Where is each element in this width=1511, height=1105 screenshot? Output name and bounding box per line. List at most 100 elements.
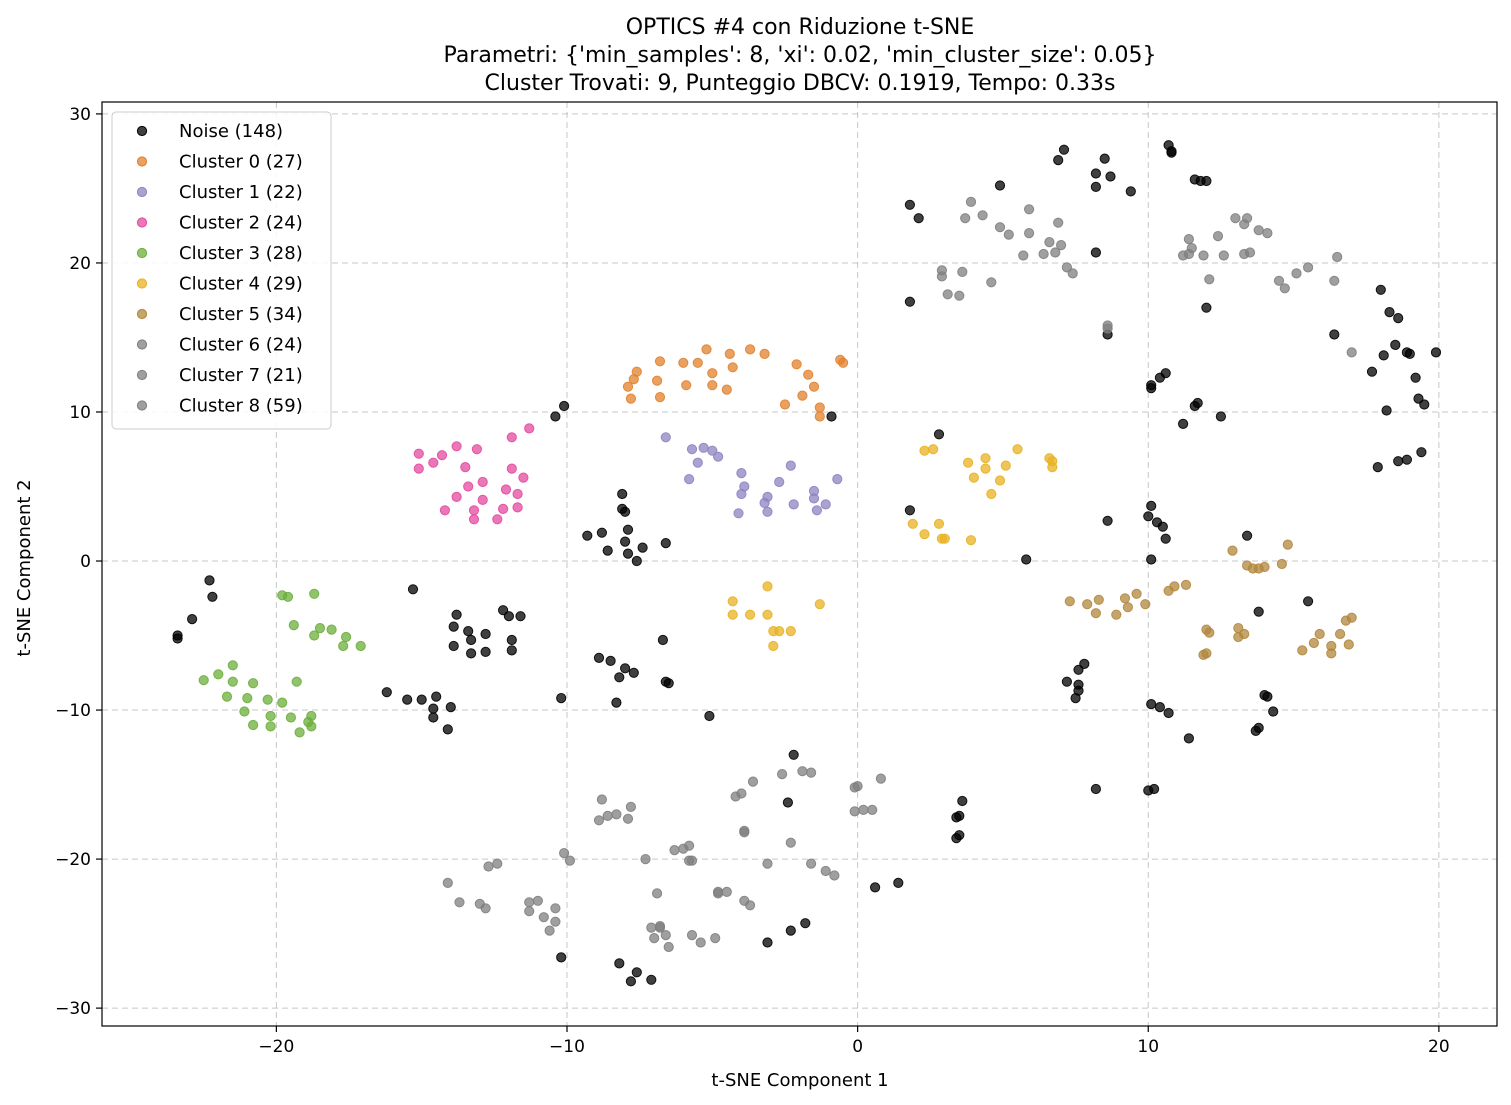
data-point	[826, 411, 837, 422]
data-point	[791, 359, 802, 370]
data-point	[1262, 228, 1273, 239]
data-point	[221, 691, 233, 702]
data-point	[954, 830, 965, 841]
data-point	[611, 697, 622, 708]
data-point	[631, 555, 642, 567]
data-point	[1201, 175, 1212, 187]
data-point	[1058, 144, 1070, 155]
data-point	[265, 710, 276, 722]
data-point	[1079, 658, 1090, 670]
data-point	[1366, 366, 1378, 377]
data-point	[1244, 247, 1256, 258]
data-point	[1401, 454, 1413, 465]
series-6	[1064, 539, 1357, 661]
data-point	[1119, 593, 1131, 604]
data-point	[739, 827, 750, 838]
legend-marker	[136, 308, 148, 320]
data-point	[1047, 462, 1058, 473]
data-point	[1393, 456, 1404, 467]
y-tick-label: −20	[55, 850, 91, 870]
data-point	[306, 721, 317, 732]
x-tick-label: 0	[852, 1037, 863, 1057]
data-point	[602, 810, 613, 822]
y-axis-label: t-SNE Component 2	[14, 479, 35, 656]
data-point	[538, 912, 549, 923]
data-point	[919, 529, 930, 540]
legend-marker	[136, 278, 148, 289]
data-point	[445, 702, 456, 713]
data-point	[463, 481, 474, 492]
data-point	[913, 213, 924, 224]
data-point	[808, 493, 820, 504]
data-point	[628, 667, 639, 678]
data-point	[451, 609, 462, 620]
data-point	[1346, 612, 1357, 623]
data-point	[1384, 307, 1395, 318]
data-point	[442, 724, 453, 735]
data-point	[1140, 599, 1151, 610]
data-point	[1218, 250, 1229, 261]
data-point	[460, 462, 471, 473]
data-point	[1024, 204, 1035, 215]
data-point	[1291, 268, 1302, 279]
chart-title-line-1: OPTICS #4 con Riduzione t-SNE	[626, 15, 975, 40]
data-point	[1122, 602, 1134, 613]
data-point	[936, 271, 948, 282]
data-point	[596, 794, 608, 805]
legend-marker	[136, 400, 148, 411]
series-3	[413, 423, 535, 525]
data-point	[498, 503, 509, 514]
data-point	[907, 518, 918, 529]
data-point	[1067, 268, 1078, 279]
data-point	[506, 463, 517, 474]
data-point	[724, 348, 735, 359]
data-point	[1183, 234, 1195, 245]
data-point	[811, 505, 823, 516]
data-point	[204, 575, 215, 586]
data-point	[759, 348, 770, 359]
data-point	[994, 475, 1006, 486]
data-point	[506, 645, 517, 656]
data-point	[480, 628, 491, 640]
axis-ticks: −20 −10 0 10 20 −30 −20 −10 0 10 20 30	[55, 105, 1450, 1057]
data-point	[524, 897, 535, 908]
data-point	[1131, 588, 1142, 599]
data-point	[1239, 628, 1250, 640]
data-point	[686, 930, 698, 941]
legend-label: Cluster 0 (27)	[179, 152, 303, 173]
data-point	[625, 801, 637, 813]
data-point	[785, 925, 796, 936]
series-1	[622, 344, 849, 422]
data-point	[227, 676, 238, 687]
data-point	[739, 481, 750, 492]
data-point	[198, 675, 209, 686]
data-point	[550, 903, 561, 914]
data-point	[1375, 284, 1386, 295]
data-point	[413, 448, 424, 459]
data-point	[1050, 247, 1061, 258]
data-point	[1143, 511, 1154, 522]
chart-title-line-3: Cluster Trovati: 9, Punteggio DBCV: 0.19…	[485, 71, 1116, 96]
data-point	[1198, 250, 1209, 261]
data-point	[1259, 561, 1270, 573]
data-point	[1372, 462, 1383, 473]
data-point	[768, 640, 779, 652]
data-point	[288, 620, 299, 631]
data-point	[596, 527, 608, 538]
data-point	[1056, 240, 1067, 251]
data-point	[785, 460, 796, 471]
data-point	[338, 640, 349, 652]
data-point	[1090, 247, 1102, 258]
data-point	[942, 289, 953, 300]
data-point	[407, 584, 419, 595]
data-point	[622, 524, 634, 535]
data-point	[1012, 444, 1023, 455]
legend-label: Cluster 8 (59)	[179, 396, 303, 417]
data-point	[1021, 554, 1032, 565]
data-point	[695, 937, 706, 948]
data-point	[1430, 347, 1442, 358]
data-point	[652, 375, 663, 386]
data-point	[954, 810, 965, 822]
data-point	[1146, 554, 1157, 565]
data-point	[631, 967, 642, 978]
